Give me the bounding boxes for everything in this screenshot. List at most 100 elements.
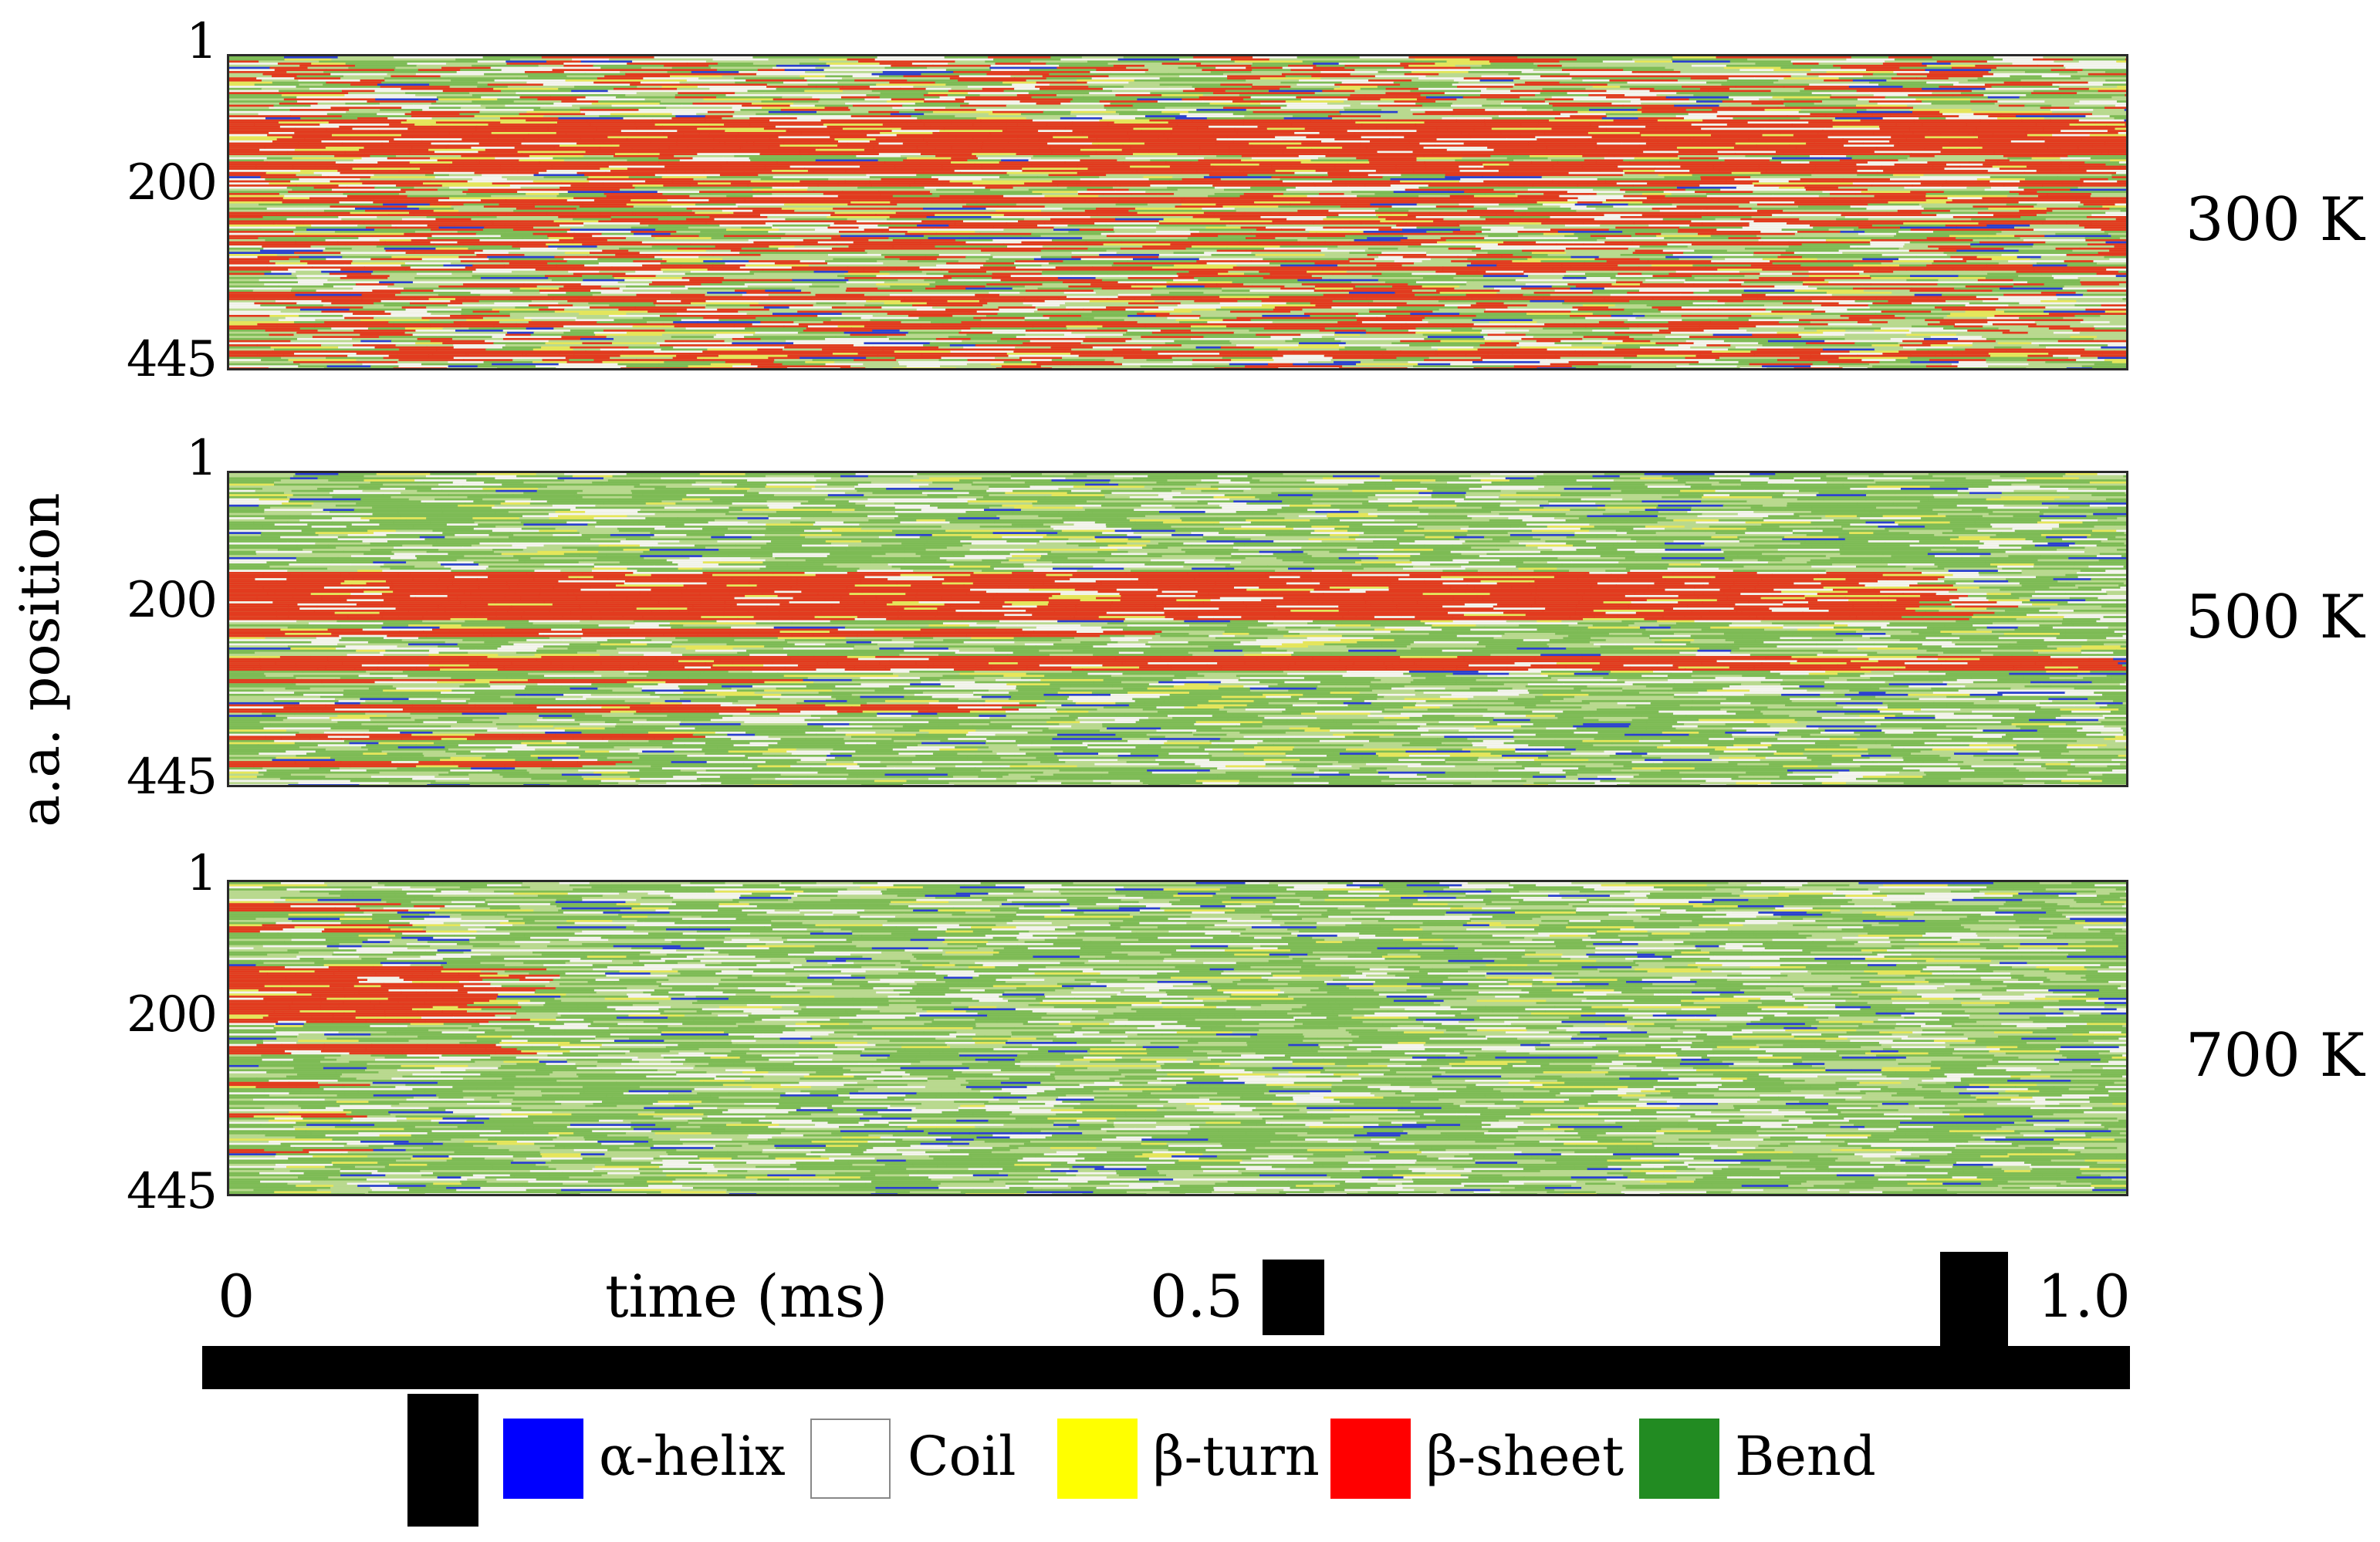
heatmap-cell [644, 98, 673, 101]
heatmap-cell [1106, 306, 1160, 309]
heatmap-cell [516, 92, 580, 95]
heatmap-cell [492, 182, 563, 185]
heatmap-cell [976, 117, 1027, 120]
heatmap-cell [2044, 283, 2082, 286]
heatmap-cell [1901, 218, 1973, 221]
heatmap-cell [758, 302, 817, 305]
heatmap-cell [703, 98, 774, 101]
heatmap-cell [1909, 289, 1960, 293]
heatmap-cell [312, 266, 365, 269]
heatmap-cell [801, 289, 847, 293]
heatmap-cell [1565, 247, 1630, 250]
heatmap-cell [1787, 222, 1858, 225]
heatmap-cell [2104, 310, 2126, 313]
heatmap-cell [2082, 63, 2126, 65]
heatmap-cell [1683, 252, 1755, 255]
heatmap-cell [717, 63, 754, 65]
heatmap-cell [607, 90, 679, 93]
heatmap-cell [1975, 64, 2038, 67]
heatmap-cell [534, 258, 565, 261]
heatmap-cell [1607, 83, 1653, 86]
heatmap-cell [1600, 224, 1650, 227]
heatmap-cell [413, 104, 482, 107]
heatmap-cell [1046, 77, 1093, 79]
heatmap-cell [1668, 161, 1722, 164]
heatmap-cell [973, 269, 1006, 271]
heatmap-cell [1885, 96, 1924, 99]
heatmap-cell [2018, 193, 2048, 195]
heatmap-cell [1932, 104, 2000, 107]
heatmap-cell [926, 142, 984, 145]
heatmap-cell [1009, 174, 1050, 177]
heatmap-cell [1922, 96, 1990, 99]
heatmap-cell [1712, 182, 1754, 185]
heatmap-cell [781, 208, 834, 210]
heatmap-cell [1256, 235, 1294, 238]
heatmap-cell [708, 134, 777, 137]
heatmap-cell [738, 310, 799, 313]
heatmap-cell [2045, 218, 2117, 221]
heatmap-cell [990, 254, 1033, 256]
heatmap-cell [1859, 281, 1896, 284]
heatmap-cell [845, 170, 917, 172]
heatmap-cell [2033, 243, 2089, 246]
heatmap-cell [1692, 275, 1746, 277]
heatmap-cell [507, 102, 555, 105]
heatmap-cell [1763, 136, 1829, 139]
heatmap-cell [1920, 176, 1991, 178]
heatmap-cell [795, 140, 840, 143]
heatmap-cell [1120, 247, 1187, 250]
heatmap-cell [831, 306, 883, 309]
heatmap-cell [1797, 203, 1869, 206]
heatmap-cell [1307, 194, 1358, 198]
heatmap-cell [817, 241, 854, 244]
heatmap-cell [917, 224, 950, 227]
heatmap-cell [229, 226, 297, 229]
heatmap-cell [1575, 285, 1612, 288]
heatmap-cell [1923, 208, 1990, 210]
heatmap-cell [1467, 107, 1499, 110]
heatmap-cell [866, 296, 913, 299]
heatmap-cell [1198, 96, 1252, 99]
heatmap-cell [1042, 283, 1092, 286]
heatmap-cell [410, 270, 474, 273]
heatmap-cell [398, 170, 450, 172]
heatmap-cell [1413, 170, 1461, 172]
heatmap-cell [1783, 153, 1853, 156]
heatmap-cell [1973, 205, 2035, 208]
heatmap-cell [655, 275, 720, 277]
heatmap-cell [901, 127, 945, 130]
heatmap-cell [1044, 299, 1090, 303]
heatmap-cell [703, 260, 750, 262]
heatmap-cell [229, 159, 265, 162]
heatmap-cell [624, 296, 678, 299]
heatmap-cell [1553, 258, 1596, 261]
heatmap-cell [448, 170, 519, 172]
heatmap-cell [808, 153, 881, 156]
heatmap-cell [699, 191, 759, 194]
heatmap-cell [506, 243, 547, 246]
heatmap-cell [1426, 231, 1454, 233]
heatmap-cell [1018, 98, 1074, 101]
heatmap-cell [1622, 231, 1679, 233]
heatmap-cell [1789, 144, 1845, 147]
heatmap-cell [1232, 140, 1271, 143]
heatmap-cell [610, 170, 668, 172]
heatmap-cell [739, 252, 802, 255]
heatmap-cell [1315, 298, 1353, 300]
heatmap-cell [260, 243, 313, 246]
heatmap-cell [1595, 140, 1658, 143]
heatmap-cell [1988, 71, 2027, 73]
heatmap-cell [634, 306, 706, 309]
heatmap-cell [1270, 275, 1313, 277]
heatmap-cell [1613, 119, 1659, 122]
heatmap-cell [825, 260, 878, 262]
heatmap-cell [640, 81, 681, 84]
heatmap-cell [531, 188, 559, 191]
heatmap-cell [229, 96, 298, 99]
heatmap-cell [1210, 71, 1253, 73]
heatmap-cell [2048, 121, 2096, 124]
heatmap-cell [521, 142, 578, 145]
heatmap-cell [815, 66, 886, 69]
heatmap-cell [1143, 176, 1174, 178]
